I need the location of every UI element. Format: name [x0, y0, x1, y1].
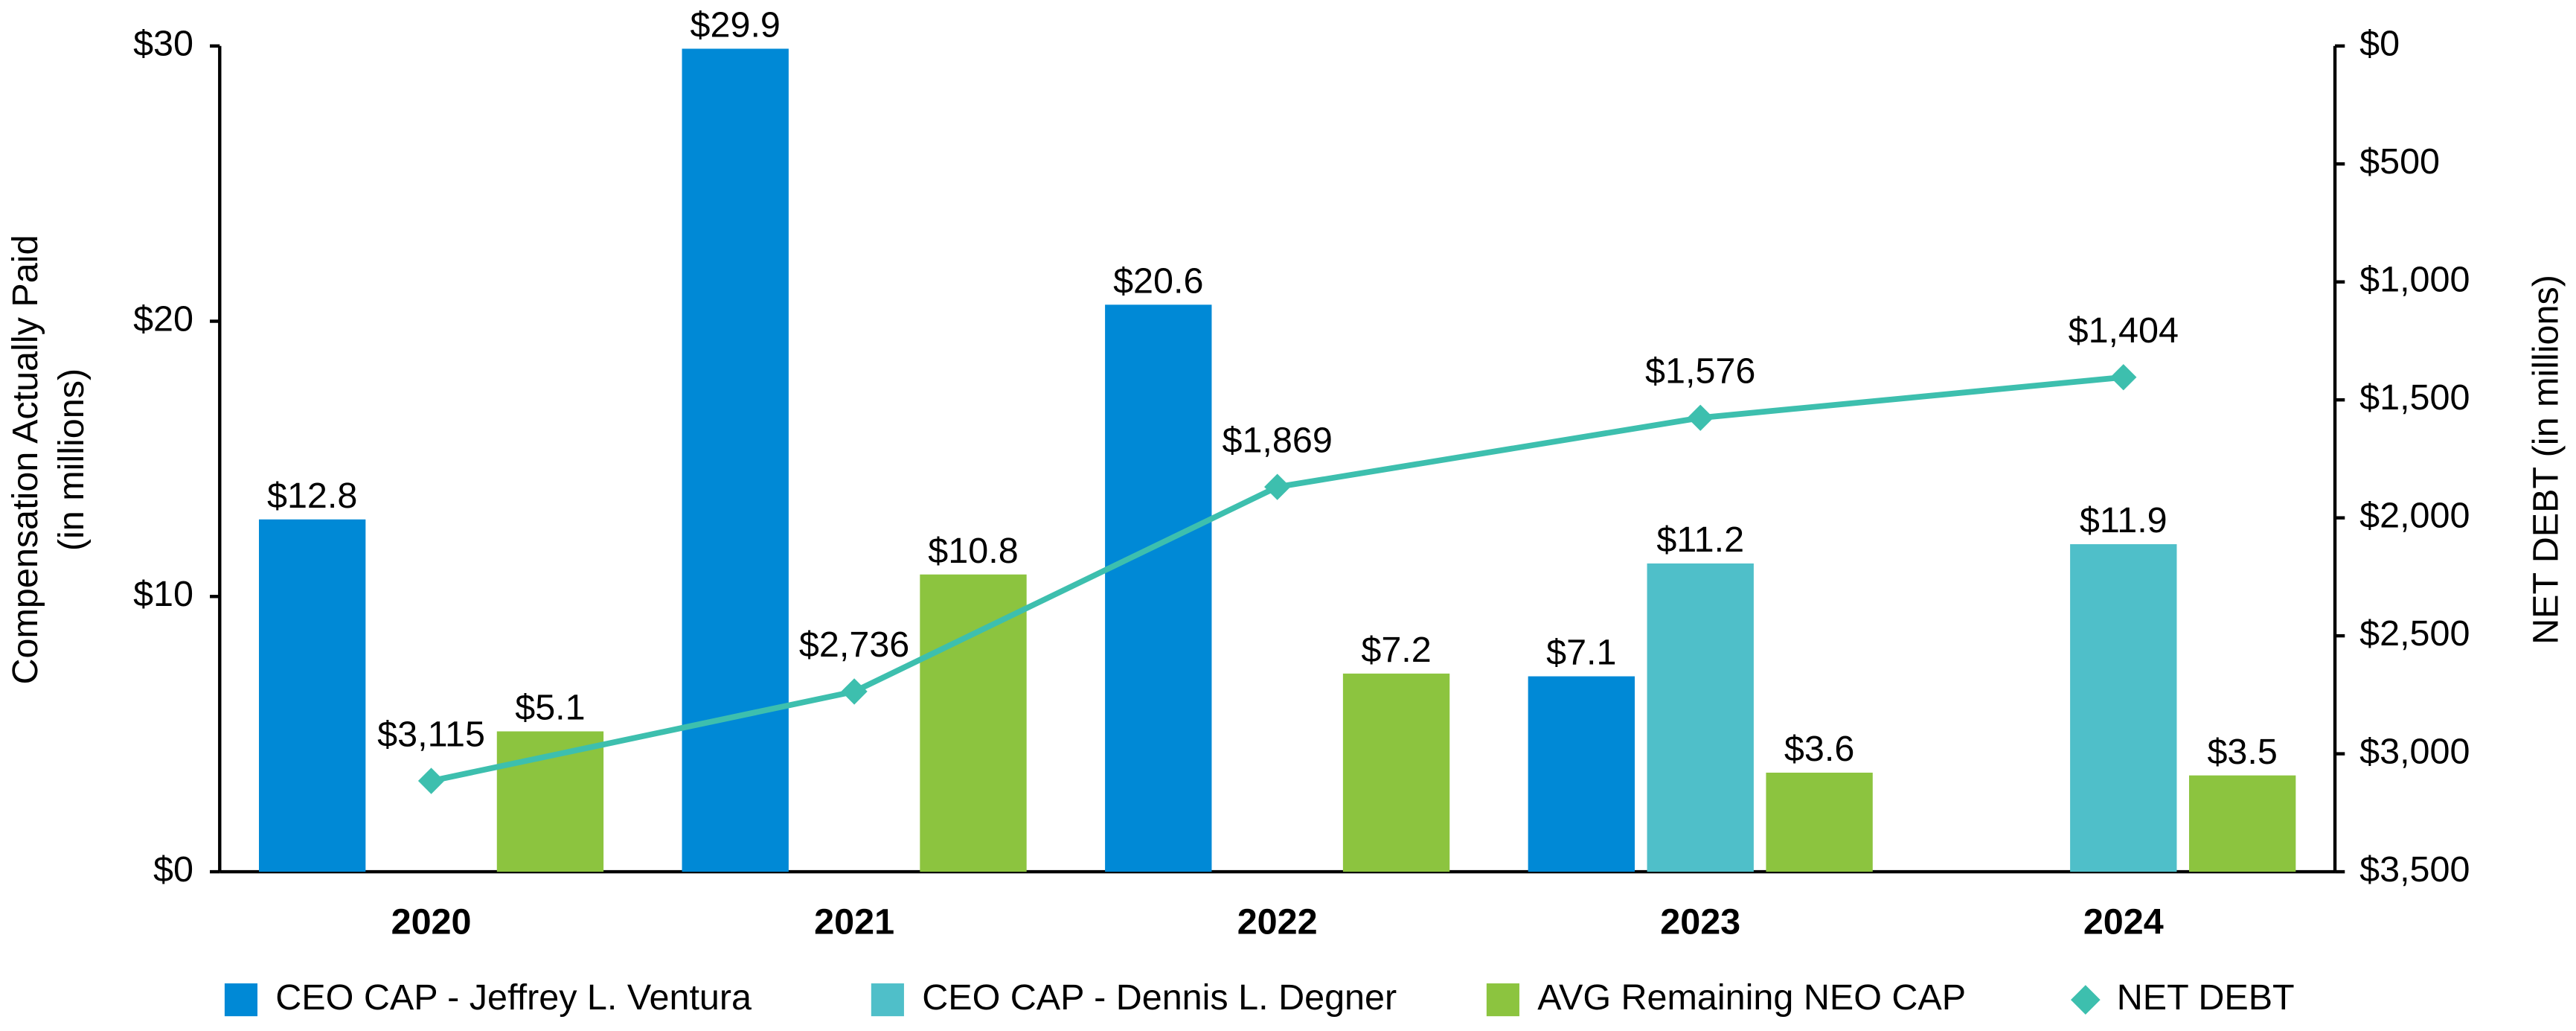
marker [1264, 473, 1291, 500]
y2-tick-label: $1,000 [2359, 260, 2470, 300]
y-axis-title: (in millions) [51, 368, 92, 551]
y2-tick-label: $0 [2359, 24, 2400, 64]
y2-tick-label: $500 [2359, 141, 2440, 182]
data-label: $7.1 [1546, 633, 1616, 673]
bar [1766, 772, 1873, 872]
bar [1528, 676, 1635, 872]
legend-label: NET DEBT [2117, 977, 2295, 1018]
y-tick-label: $0 [153, 849, 193, 890]
bar [258, 519, 366, 872]
bar [2070, 544, 2177, 872]
data-label: $3.6 [1784, 729, 1854, 769]
x-tick-label: 2021 [814, 901, 894, 942]
x-tick-label: 2020 [391, 901, 472, 942]
y2-tick-label: $2,500 [2359, 613, 2470, 654]
data-label: $3.5 [2207, 732, 2277, 772]
y2-tick-label: $3,000 [2359, 731, 2470, 771]
y2-axis-title: NET DEBT (in millions) [2526, 275, 2566, 645]
data-label: $1,869 [1222, 420, 1332, 460]
marker [841, 678, 868, 705]
x-tick-label: 2022 [1237, 901, 1318, 942]
marker [1687, 404, 1714, 431]
data-label: $7.2 [1361, 630, 1431, 670]
y2-tick-label: $2,000 [2359, 495, 2470, 535]
data-label: $10.8 [928, 531, 1018, 571]
bar [496, 731, 604, 872]
legend-swatch [224, 983, 257, 1017]
legend-label: CEO CAP - Dennis L. Degner [922, 977, 1397, 1018]
bar [1105, 304, 1212, 872]
data-label: $20.6 [1113, 261, 1203, 301]
y-tick-label: $30 [133, 24, 193, 64]
y2-tick-label: $3,500 [2359, 849, 2470, 890]
data-label: $1,404 [2069, 310, 2179, 351]
x-tick-label: 2023 [1660, 901, 1740, 942]
bar [1647, 563, 1754, 872]
data-label: $5.1 [515, 688, 585, 728]
data-label: $11.9 [2080, 500, 2168, 540]
data-label: $11.2 [1656, 520, 1744, 560]
y-tick-label: $10 [133, 574, 193, 614]
bar [1342, 673, 1450, 872]
data-label: $29.9 [691, 5, 781, 45]
bar [2188, 775, 2296, 872]
legend-marker [2070, 985, 2101, 1015]
bar [682, 48, 789, 872]
y2-tick-label: $1,500 [2359, 377, 2470, 418]
data-label: $12.8 [267, 476, 357, 516]
legend-swatch [871, 983, 904, 1017]
y-axis-title: Compensation Actually Paid [5, 235, 45, 685]
legend-label: AVG Remaining NEO CAP [1537, 977, 1966, 1018]
marker [417, 767, 445, 794]
bar [920, 574, 1027, 872]
y-tick-label: $20 [133, 299, 193, 339]
data-label: $1,576 [1645, 351, 1755, 392]
legend-swatch [1486, 983, 1519, 1017]
marker [2110, 364, 2137, 391]
legend-label: CEO CAP - Jeffrey L. Ventura [275, 977, 752, 1018]
x-tick-label: 2024 [2083, 901, 2164, 942]
data-label: $2,736 [799, 625, 909, 665]
data-label: $3,115 [377, 714, 485, 754]
